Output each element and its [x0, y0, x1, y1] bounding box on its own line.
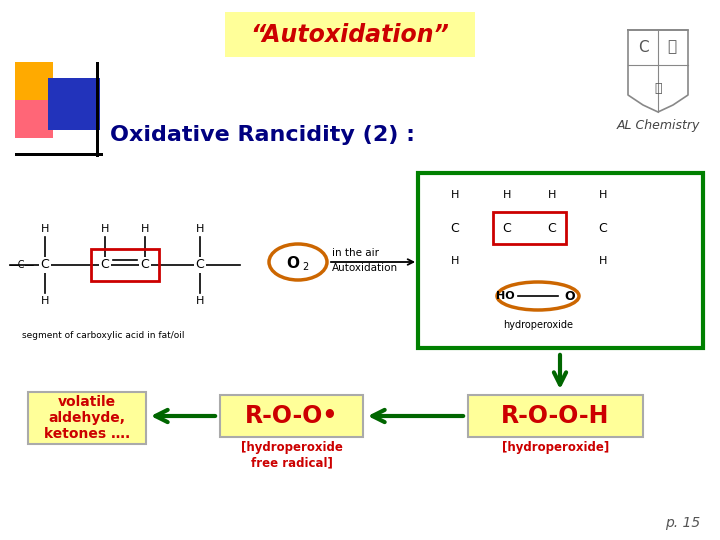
Ellipse shape — [497, 282, 579, 310]
Text: C: C — [101, 259, 109, 272]
Bar — [96, 62, 99, 157]
Text: —C—: —C— — [9, 260, 35, 270]
Text: 2: 2 — [302, 262, 308, 272]
Bar — [91, 249, 159, 281]
Bar — [28, 392, 146, 444]
Text: H: H — [41, 296, 49, 306]
Text: C: C — [503, 221, 511, 234]
Text: C: C — [598, 221, 608, 234]
Text: volatile
aldehyde,
ketones ….: volatile aldehyde, ketones …. — [44, 395, 130, 441]
Text: segment of carboxylic acid in fat/oil: segment of carboxylic acid in fat/oil — [22, 330, 184, 340]
Text: C: C — [451, 221, 459, 234]
Ellipse shape — [269, 244, 327, 280]
Bar — [15, 153, 103, 156]
Text: H: H — [599, 190, 607, 200]
Bar — [15, 62, 53, 100]
Bar — [15, 100, 53, 138]
Text: in the air: in the air — [332, 248, 379, 258]
Text: C: C — [196, 259, 204, 272]
Bar — [225, 12, 475, 57]
Text: H: H — [196, 296, 204, 306]
Text: [hydroperoxide]: [hydroperoxide] — [502, 441, 609, 454]
Text: “Autoxidation”: “Autoxidation” — [251, 23, 449, 46]
Bar — [48, 78, 100, 130]
Text: H: H — [548, 190, 556, 200]
Text: AL Chemistry: AL Chemistry — [616, 118, 700, 132]
Text: O: O — [287, 255, 300, 271]
Text: H: H — [41, 224, 49, 234]
Text: C: C — [140, 259, 149, 272]
Text: C: C — [40, 259, 50, 272]
Text: hydroperoxide: hydroperoxide — [503, 320, 573, 330]
Text: H: H — [503, 190, 511, 200]
Bar — [468, 395, 643, 437]
Text: H: H — [451, 256, 459, 266]
Text: HO: HO — [495, 291, 514, 301]
Text: H: H — [196, 224, 204, 234]
Text: ᚠ: ᚠ — [654, 82, 662, 94]
Text: Oxidative Rancidity (2) :: Oxidative Rancidity (2) : — [110, 125, 415, 145]
Text: H: H — [101, 224, 109, 234]
Text: H: H — [141, 224, 149, 234]
Text: H: H — [451, 190, 459, 200]
Text: C: C — [638, 39, 648, 55]
Bar — [220, 395, 363, 437]
Bar — [418, 173, 703, 348]
Text: O: O — [564, 289, 575, 302]
Text: H: H — [599, 256, 607, 266]
Bar — [493, 212, 566, 244]
Text: ᚠ: ᚠ — [667, 39, 677, 55]
Text: [hydroperoxide
free radical]: [hydroperoxide free radical] — [240, 441, 343, 469]
Text: C: C — [548, 221, 557, 234]
Text: Autoxidation: Autoxidation — [332, 263, 398, 273]
Text: p. 15: p. 15 — [665, 516, 700, 530]
Text: R-O-O•: R-O-O• — [245, 404, 338, 428]
Text: R-O-O-H: R-O-O-H — [501, 404, 610, 428]
